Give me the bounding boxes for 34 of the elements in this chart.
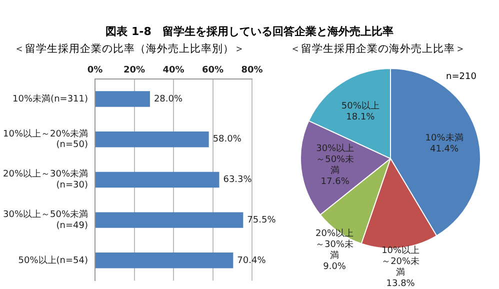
chart-subtitle: ＜留学生採用企業の比率（海外売上比率別）＞ bbox=[14, 42, 245, 56]
data-label: 28.0% bbox=[154, 94, 183, 104]
slice-label: 50%以上 bbox=[341, 100, 380, 112]
y-tick-label: 20%以上～30%未満 (n=30) bbox=[2, 168, 88, 190]
data-label: 41.4% bbox=[430, 144, 460, 155]
data-label: 9.0% bbox=[323, 262, 346, 272]
data-label: 13.8% bbox=[386, 279, 416, 289]
text: n=210 bbox=[446, 72, 476, 82]
bar bbox=[96, 252, 234, 268]
data-label: 18.1% bbox=[346, 112, 376, 122]
x-tick-label: 80% bbox=[241, 66, 263, 76]
x-tick-label: 20% bbox=[123, 66, 146, 76]
slice-label: 20%以上～30%未満 bbox=[316, 228, 354, 261]
data-label: 17.6% bbox=[320, 177, 350, 188]
data-label: 70.4% bbox=[237, 256, 266, 266]
chart-title: ＜留学生採用企業の海外売上比率＞ bbox=[290, 42, 466, 56]
slice-label: 10%未満 bbox=[425, 132, 464, 144]
slice-label: 30%以上～50%未満 bbox=[316, 143, 354, 176]
y-tick-label: 50%以上(n=54) bbox=[18, 254, 88, 266]
y-tick-label: 10%未満(n=311) bbox=[12, 93, 88, 104]
data-label: 75.5% bbox=[247, 215, 276, 226]
bar bbox=[96, 131, 209, 148]
x-tick-label: 40% bbox=[162, 66, 184, 76]
y-tick-label: 30%以上～50%未満 (n=49) bbox=[2, 209, 88, 231]
bar bbox=[96, 212, 244, 228]
data-label: 58.0% bbox=[212, 134, 242, 145]
bar bbox=[96, 172, 220, 188]
x-tick-label: 60% bbox=[202, 66, 224, 76]
chart-title: 図表 1-8 留学生を採用している回答企業と海外売上比率 bbox=[104, 24, 394, 39]
x-tick-label: 0% bbox=[87, 66, 103, 76]
data-label: 63.3% bbox=[223, 175, 252, 186]
slice-label: 10%以上～20%未満 bbox=[382, 245, 420, 278]
bar bbox=[96, 91, 150, 107]
y-tick-label: 10%以上～20%未満 (n=50) bbox=[2, 128, 88, 150]
